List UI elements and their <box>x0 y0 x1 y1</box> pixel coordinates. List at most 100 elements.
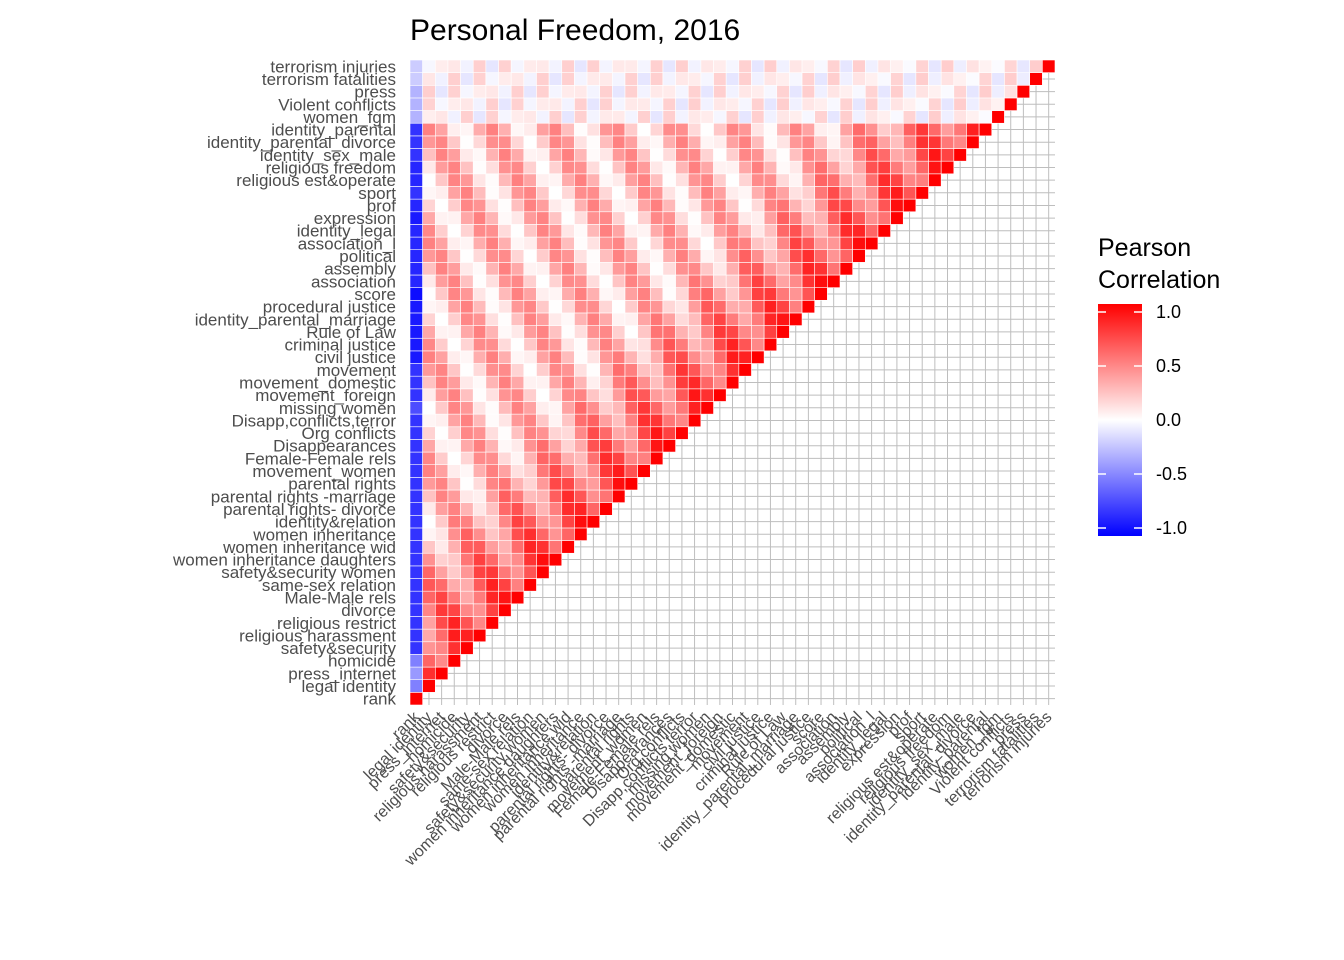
heatmap-cell <box>890 160 904 175</box>
heatmap-cell <box>751 110 765 124</box>
y-tick-label: political <box>339 247 396 266</box>
heatmap-cell <box>561 451 575 466</box>
heatmap-cell <box>991 84 1005 99</box>
heatmap-cell <box>561 110 575 124</box>
heatmap-cell <box>612 388 626 402</box>
heatmap-cell <box>890 135 904 149</box>
heatmap-cell <box>409 97 423 111</box>
heatmap-cell <box>751 173 765 187</box>
heatmap-cell <box>637 262 651 276</box>
heatmap-cell <box>877 173 891 187</box>
heatmap-cell <box>574 350 588 364</box>
heatmap-cell <box>599 413 613 428</box>
y-tick-label: assembly <box>324 260 396 279</box>
heatmap-cell <box>536 350 550 364</box>
heatmap-cell <box>776 249 790 263</box>
heatmap-cell <box>548 110 563 124</box>
heatmap-cell <box>991 59 1005 73</box>
heatmap-cell <box>472 489 487 503</box>
heatmap-cell <box>700 312 714 326</box>
y-tick-label: parental rights <box>288 475 396 494</box>
heatmap-cell <box>966 72 980 86</box>
heatmap-cell <box>827 173 841 187</box>
heatmap-cell <box>725 337 740 352</box>
heatmap-cell <box>561 299 575 314</box>
heatmap-cell <box>662 186 676 200</box>
heatmap-cell <box>447 337 461 352</box>
heatmap-cell <box>751 274 765 288</box>
heatmap-cell <box>409 527 423 541</box>
heatmap-cell <box>789 198 803 213</box>
heatmap-cell <box>637 110 651 124</box>
heatmap-cell <box>422 84 436 99</box>
heatmap-cell <box>409 375 423 390</box>
heatmap-cell <box>612 287 626 301</box>
heatmap-cell <box>498 97 512 111</box>
heatmap-cell <box>447 552 461 567</box>
heatmap-cell <box>460 451 474 466</box>
heatmap-cell <box>523 363 537 377</box>
y-tick-label: identity_sex_male <box>260 146 396 165</box>
heatmap-cell <box>460 616 474 630</box>
heatmap-cell <box>725 148 740 162</box>
heatmap-cell <box>1004 97 1018 111</box>
heatmap-cell <box>574 489 588 503</box>
heatmap-cell <box>409 287 423 301</box>
heatmap-cell <box>536 236 550 251</box>
heatmap-cell <box>574 299 588 314</box>
heatmap-cell <box>763 224 778 238</box>
heatmap-cell <box>409 464 423 478</box>
heatmap-cell <box>498 489 512 503</box>
heatmap-cell <box>599 477 613 491</box>
heatmap-cell <box>460 110 474 124</box>
heatmap-cell <box>675 224 689 238</box>
heatmap-cell <box>498 337 512 352</box>
heatmap-cell <box>485 552 499 567</box>
heatmap-cell <box>434 565 449 579</box>
heatmap-cell <box>864 160 879 175</box>
heatmap-cell <box>839 72 853 86</box>
heatmap-cell <box>536 464 550 478</box>
heatmap-cell <box>649 97 664 111</box>
heatmap-cell <box>447 249 461 263</box>
heatmap-cell <box>599 122 613 137</box>
heatmap-cell <box>599 110 613 124</box>
heatmap-cell <box>447 236 461 251</box>
heatmap-cell <box>1029 59 1043 73</box>
heatmap-cell <box>422 401 436 415</box>
heatmap-cell <box>472 540 487 554</box>
heatmap-cell <box>422 641 436 655</box>
heatmap-cell <box>434 540 449 554</box>
heatmap-cell <box>864 198 879 213</box>
heatmap-cell <box>966 135 980 149</box>
heatmap-cell <box>422 211 436 225</box>
heatmap-cell <box>498 122 512 137</box>
heatmap-cell <box>662 160 676 175</box>
y-tick-label: terrorism fatalities <box>262 70 396 89</box>
heatmap-cell <box>953 122 967 137</box>
heatmap-cell <box>675 198 689 213</box>
heatmap-cell <box>864 135 879 149</box>
heatmap-cell <box>599 186 613 200</box>
heatmap-cell <box>498 514 512 529</box>
heatmap-cell <box>877 72 891 86</box>
heatmap-cell <box>637 413 651 428</box>
heatmap-cell <box>662 249 676 263</box>
heatmap-cell <box>523 439 537 453</box>
heatmap-cell <box>637 451 651 466</box>
heatmap-cell <box>637 173 651 187</box>
heatmap-cell <box>637 312 651 326</box>
heatmap-cell <box>460 565 474 579</box>
heatmap-cell <box>460 160 474 175</box>
y-tick-label: Disappearances <box>273 437 396 456</box>
heatmap-cell <box>700 249 714 263</box>
heatmap-cell <box>700 186 714 200</box>
heatmap-cell <box>422 97 436 111</box>
heatmap-cell <box>801 59 816 73</box>
legend-title-line-2: Correlation <box>1098 266 1220 294</box>
heatmap-cell <box>687 186 702 200</box>
heatmap-cell <box>700 135 714 149</box>
heatmap-cell <box>814 59 828 73</box>
heatmap-cell <box>827 135 841 149</box>
heatmap-cell <box>839 186 853 200</box>
